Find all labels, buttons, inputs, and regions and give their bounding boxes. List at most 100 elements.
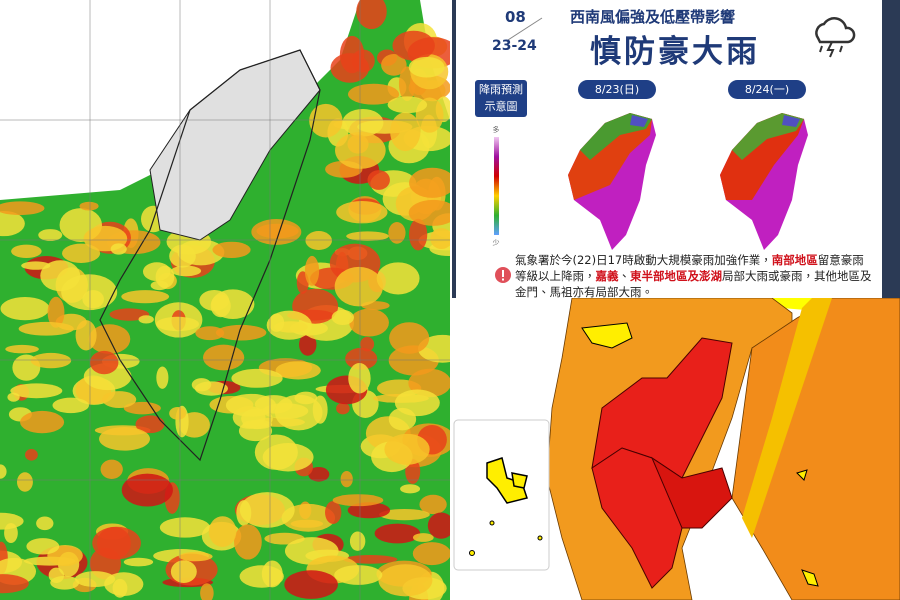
radar-shape — [38, 229, 63, 242]
radar-shape — [50, 575, 80, 590]
radar-shape — [92, 526, 141, 560]
radar-shape — [336, 402, 350, 415]
notice-highlight: 東半部地區及澎湖 — [630, 269, 722, 283]
radar-shape — [262, 403, 309, 419]
radar-shape — [349, 308, 389, 337]
panel-frame — [882, 0, 900, 298]
radar-shape — [356, 0, 387, 30]
rain-icon — [815, 17, 856, 58]
radar-shape — [138, 315, 154, 324]
radar-shape — [212, 241, 251, 258]
radar-shape — [135, 415, 165, 434]
radar-shape — [349, 531, 366, 551]
radar-shape — [275, 361, 321, 380]
days: 23-24 — [492, 38, 537, 54]
radar-shape — [309, 103, 343, 138]
radar-shape — [305, 231, 332, 251]
radar-shape — [348, 83, 400, 105]
radar-shape — [203, 344, 245, 371]
radar-shape — [239, 565, 284, 588]
notice-text: 留意豪雨等級以上降雨， — [515, 253, 864, 283]
radar-shape — [191, 378, 212, 392]
radar-shape — [210, 294, 231, 318]
radar-shape — [4, 522, 18, 544]
radar-shape — [10, 383, 63, 399]
warning-map — [452, 298, 900, 600]
divider — [507, 17, 543, 41]
radar-shape — [178, 551, 213, 562]
radar-shape — [376, 262, 420, 295]
radar-shape — [389, 322, 430, 354]
radar-shape — [340, 471, 353, 488]
day-label: 8/24(一) — [728, 80, 806, 99]
radar-shape — [36, 516, 54, 531]
radar-shape — [427, 512, 450, 539]
radar-shape — [299, 333, 317, 356]
radar-shape — [388, 222, 406, 244]
radar-shape — [121, 290, 170, 304]
radar-shape — [123, 401, 161, 415]
radar-shape — [392, 30, 435, 61]
radar-shape — [40, 260, 81, 292]
forecast-panel — [452, 0, 886, 298]
radar-shape — [26, 538, 60, 555]
radar-shape — [215, 324, 267, 341]
radar-shape — [25, 449, 38, 461]
label-line: 降雨預測 — [479, 83, 523, 96]
label-line: 示意圖 — [484, 100, 518, 113]
radar-shape — [304, 255, 320, 286]
radar-shape — [284, 570, 338, 599]
radar-shape — [62, 243, 101, 264]
radar-shape — [325, 500, 342, 524]
radar-shape — [409, 167, 450, 198]
radar-shape — [200, 583, 214, 600]
radar-shape — [0, 210, 25, 237]
radar-shape — [408, 218, 428, 251]
radar-shape — [342, 109, 384, 137]
notice-highlight: 南部地區 — [771, 253, 818, 267]
radar-shape — [334, 266, 383, 307]
radar-shape — [343, 555, 398, 564]
radar-shape — [347, 502, 391, 519]
radar-shape — [430, 228, 450, 249]
radar-shape — [408, 199, 450, 226]
notice: 氣象署於今(22)日17時啟動大規模豪雨加強作業，南部地區留意豪雨等級以上降雨，… — [515, 252, 875, 300]
day-label: 8/23(日) — [578, 80, 656, 99]
legend-top: 多 — [493, 125, 500, 134]
legend-bottom: 少 — [493, 239, 500, 247]
radar-shape — [384, 433, 430, 465]
radar-shape — [268, 313, 285, 332]
radar-shape — [412, 533, 434, 542]
radar-shape — [330, 53, 370, 83]
radar-shape — [360, 336, 375, 352]
radar-shape — [52, 397, 90, 414]
radar-shape — [348, 363, 371, 394]
notice-text: 氣象署於今(22)日17時啟動大規模豪雨加強作業， — [515, 253, 772, 267]
notice-text: 局部大雨或豪雨，其他地區及金門、馬祖亦有局部大雨。 — [515, 269, 872, 299]
radar-shape — [239, 492, 295, 528]
radar-shape — [335, 131, 386, 169]
radar-shape — [112, 578, 128, 598]
alert-icon — [495, 267, 511, 283]
radar-shape — [308, 466, 330, 482]
radar-shape — [345, 347, 378, 370]
radar-shape — [169, 406, 187, 420]
radar-map — [0, 0, 450, 600]
radar-shape — [0, 464, 7, 479]
radar-shape — [262, 443, 314, 472]
radar-shape — [11, 244, 42, 258]
month: 08 — [505, 8, 526, 26]
radar-shape — [110, 243, 127, 255]
radar-shape — [102, 391, 137, 409]
radar-shape — [100, 459, 123, 479]
radar-shape — [123, 557, 154, 567]
radar-shape — [400, 484, 421, 494]
radar-shape — [21, 261, 51, 270]
radar-shape — [0, 296, 50, 321]
radar-shape — [89, 350, 119, 375]
radar-shape — [281, 503, 336, 532]
legend: 多 少 — [493, 125, 500, 247]
radar-shape — [231, 368, 283, 388]
notice-highlight: 嘉義 — [595, 269, 619, 283]
